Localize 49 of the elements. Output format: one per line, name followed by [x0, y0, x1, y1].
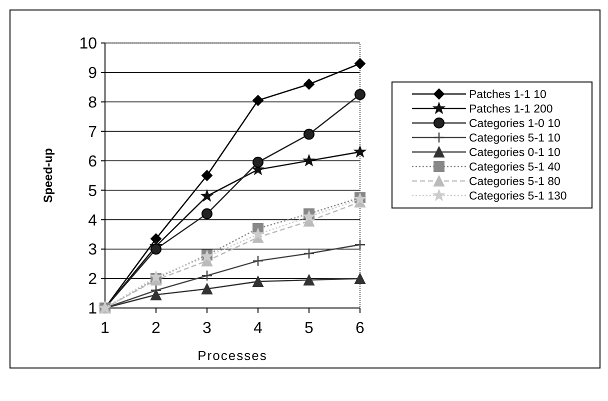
point	[252, 276, 264, 287]
legend-label: Categories 5-1 10	[469, 132, 560, 145]
y-tick-label: 4	[88, 212, 98, 230]
legend-label: Categories 1-0 10	[469, 118, 560, 130]
x-tick-label: 2	[152, 320, 161, 337]
y-tick-label: 10	[79, 36, 98, 53]
x-tick-label: 1	[100, 320, 110, 337]
legend-label: Patches 1-1 10	[469, 89, 546, 102]
point	[201, 270, 213, 282]
point	[252, 156, 264, 168]
point	[202, 170, 212, 181]
point	[354, 239, 366, 250]
point	[304, 78, 314, 90]
point	[304, 128, 314, 140]
y-tick-label: 6	[88, 153, 98, 170]
point	[354, 58, 366, 70]
point	[202, 208, 212, 220]
point	[354, 273, 366, 284]
x-tick-label: 3	[202, 320, 212, 337]
y-tick-label: 3	[88, 242, 98, 259]
y-tick-label: 1	[88, 300, 98, 318]
point	[252, 255, 264, 267]
x-tick-label: 4	[254, 320, 263, 337]
y-tick-label: 5	[88, 182, 98, 200]
y-tick-label: 9	[88, 65, 98, 82]
point	[354, 89, 366, 100]
point	[201, 190, 213, 202]
point	[252, 94, 264, 106]
y-axis-title: Speed-up	[41, 148, 55, 203]
point	[354, 146, 366, 157]
point	[150, 244, 162, 255]
x-tick-label: 5	[304, 320, 314, 337]
legend-label: Patches 1-1 200	[469, 104, 553, 116]
y-tick-label: 2	[88, 271, 98, 288]
point	[303, 248, 315, 260]
point	[150, 289, 162, 300]
legend-label: Categories 0-1 10	[469, 147, 560, 160]
point	[303, 154, 315, 166]
legend-label: Categories 5-1 130	[469, 190, 567, 203]
x-axis-title: Processes	[198, 348, 268, 363]
x-tick-label: 6	[356, 320, 365, 337]
point	[304, 274, 314, 286]
y-tick-label: 7	[88, 124, 98, 141]
point	[202, 283, 212, 294]
legend-label: Categories 5-1 80	[469, 176, 560, 188]
y-tick-label: 8	[88, 94, 98, 112]
point	[303, 210, 315, 222]
legend-label: Categories 5-1 40	[469, 162, 560, 174]
point	[252, 228, 264, 240]
